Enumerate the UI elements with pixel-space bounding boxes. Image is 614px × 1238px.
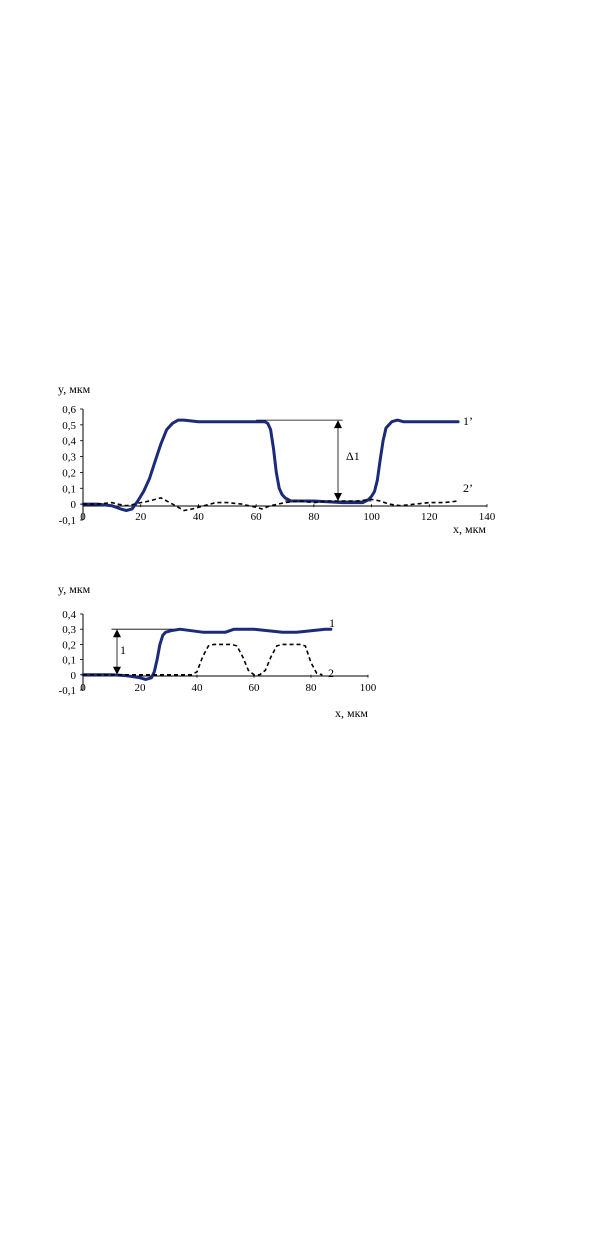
series-label-1-prime: 1’ bbox=[463, 414, 473, 428]
delta-arrowhead-up bbox=[334, 420, 342, 429]
delta-arrowhead-up bbox=[113, 629, 121, 638]
y-tick-label: 0 bbox=[71, 499, 77, 511]
series-label-2: 2 bbox=[328, 666, 334, 680]
x-tick-label: 40 bbox=[193, 511, 205, 523]
y-tick-label: -0,1 bbox=[59, 685, 76, 697]
y-tick-label: 0,3 bbox=[62, 624, 76, 636]
x-tick-label: 40 bbox=[192, 682, 204, 694]
series-2-prime-line bbox=[83, 496, 459, 512]
y-tick-label: 0 bbox=[71, 670, 77, 682]
x-tick-label: 20 bbox=[135, 682, 147, 694]
chart-top: y, мкм x, мкм -0,100,10,20,30,40,50,6 02… bbox=[58, 382, 496, 536]
y-tick-label: -0,1 bbox=[59, 515, 76, 527]
delta-arrowhead-down bbox=[334, 492, 342, 501]
x-tick-label: 100 bbox=[363, 511, 380, 523]
y-tick-label: 0,1 bbox=[62, 483, 76, 495]
x-tick-label: 60 bbox=[249, 682, 261, 694]
series-2-line bbox=[83, 643, 323, 676]
y-tick-label: 0,1 bbox=[62, 655, 76, 667]
y-tick-label: 0,2 bbox=[62, 467, 76, 479]
y-axis-label: y, мкм bbox=[58, 582, 91, 596]
delta-arrowhead-down bbox=[113, 666, 121, 675]
x-tick-label: 100 bbox=[360, 682, 377, 694]
series-label-2-prime: 2’ bbox=[463, 481, 473, 495]
series-1-prime-line bbox=[81, 418, 460, 512]
x-tick-label: 80 bbox=[306, 682, 318, 694]
x-tick-label: 140 bbox=[479, 511, 496, 523]
y-axis-label: y, мкм bbox=[58, 382, 91, 396]
series-label-1: 1 bbox=[329, 616, 335, 630]
y-tick-label: 0,4 bbox=[62, 609, 76, 621]
chart-bottom: y, мкм x, мкм -0,100,10,20,30,4 02040608… bbox=[58, 582, 377, 720]
y-tick-label: 0,5 bbox=[62, 420, 76, 432]
y-tick-label: 0,4 bbox=[62, 436, 76, 448]
delta-annotation: 1 bbox=[120, 643, 126, 657]
x-axis-label: x, мкм bbox=[335, 706, 368, 720]
x-tick-label: 20 bbox=[135, 511, 147, 523]
y-tick-label: 0,2 bbox=[62, 639, 76, 651]
x-tick-label: 80 bbox=[308, 511, 320, 523]
y-tick-label: 0,6 bbox=[62, 404, 76, 416]
delta-annotation: Δ1 bbox=[346, 449, 360, 463]
x-tick-label: 60 bbox=[251, 511, 263, 523]
x-tick-label: 120 bbox=[421, 511, 438, 523]
x-axis-label: x, мкм bbox=[453, 522, 486, 536]
y-tick-label: 0,3 bbox=[62, 452, 76, 464]
series-1-line bbox=[81, 627, 333, 681]
